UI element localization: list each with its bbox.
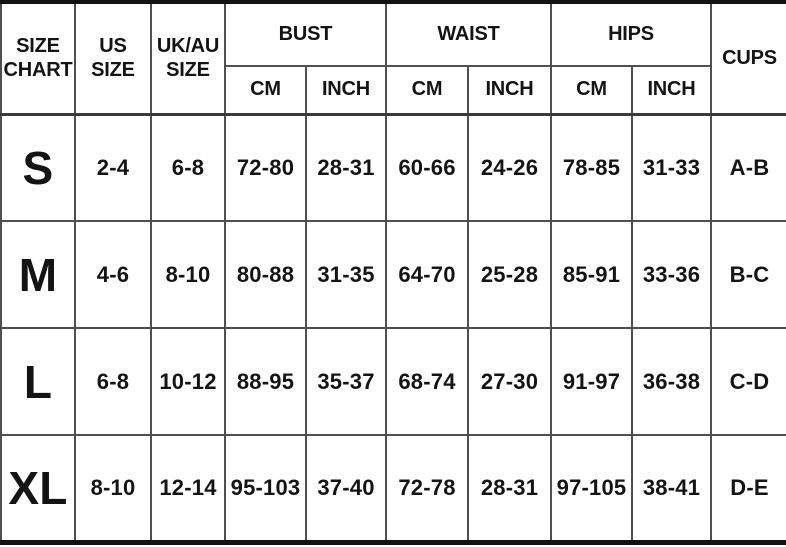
waist-inch-value: 25-28: [467, 220, 552, 330]
waist-inch-value: 28-31: [467, 434, 552, 544]
waist-inch-value: 24-26: [467, 112, 552, 223]
hips-inch-value: 36-38: [630, 327, 713, 437]
ukau-size-value: 10-12: [150, 327, 226, 437]
header-row-units: CM INCH CM INCH CM INCH: [1, 65, 786, 116]
waist-inch-value: 27-30: [467, 327, 552, 437]
cups-value: A-B: [710, 112, 786, 223]
bust-inch-value: 28-31: [305, 112, 387, 223]
header-hips: HIPS: [549, 1, 713, 67]
header-cups: CUPS: [710, 1, 786, 116]
size-row-m: M 4-6 8-10 80-88 31-35 64-70 25-28 85-91…: [0, 220, 786, 330]
hips-inch-value: 38-41: [630, 434, 713, 544]
header-hips-cm: CM: [550, 65, 633, 116]
waist-cm-value: 60-66: [385, 112, 469, 223]
header-hips-inch: INCH: [630, 65, 713, 116]
header-bust: BUST: [224, 1, 387, 67]
hips-inch-value: 33-36: [630, 220, 713, 330]
header-bust-cm: CM: [224, 65, 307, 116]
size-label: L: [0, 327, 76, 437]
hips-cm-value: 97-105: [550, 434, 633, 544]
us-size-value: 4-6: [74, 220, 152, 330]
hips-cm-value: 78-85: [550, 112, 633, 223]
size-label: M: [0, 220, 76, 330]
us-size-value: 8-10: [74, 434, 152, 544]
header-bust-inch: INCH: [305, 65, 387, 116]
waist-cm-value: 68-74: [385, 327, 469, 437]
header-ukau-size: UK/AU SIZE: [150, 1, 226, 116]
header-us-size: US SIZE: [74, 1, 152, 116]
bust-cm-value: 72-80: [224, 112, 307, 223]
waist-cm-value: 64-70: [385, 220, 469, 330]
hips-inch-value: 31-33: [630, 112, 713, 223]
ukau-size-value: 8-10: [150, 220, 226, 330]
size-row-xl: XL 8-10 12-14 95-103 37-40 72-78 28-31 9…: [0, 434, 786, 544]
header-row-main: SIZE CHART US SIZE UK/AU SIZE BUST WAIST…: [0, 1, 786, 116]
bust-cm-value: 80-88: [224, 220, 307, 330]
us-size-value: 6-8: [74, 327, 152, 437]
header-waist-inch: INCH: [467, 65, 552, 116]
size-row-s: S 2-4 6-8 72-80 28-31 60-66 24-26 78-85 …: [0, 112, 786, 223]
bust-inch-value: 35-37: [305, 327, 387, 437]
size-row-l: L 6-8 10-12 88-95 35-37 68-74 27-30 91-9…: [0, 327, 786, 437]
cups-value: B-C: [710, 220, 786, 330]
ukau-size-value: 12-14: [150, 434, 226, 544]
cups-value: C-D: [710, 327, 786, 437]
size-label: XL: [0, 434, 76, 544]
us-size-value: 2-4: [74, 112, 152, 223]
ukau-size-value: 6-8: [150, 112, 226, 223]
header-waist: WAIST: [385, 1, 552, 67]
waist-cm-value: 72-78: [385, 434, 469, 544]
cups-value: D-E: [710, 434, 786, 544]
bust-inch-value: 37-40: [305, 434, 387, 544]
size-label: S: [0, 112, 76, 223]
header-waist-cm: CM: [385, 65, 469, 116]
bust-inch-value: 31-35: [305, 220, 387, 330]
bust-cm-value: 95-103: [224, 434, 307, 544]
header-size-chart: SIZE CHART: [0, 1, 76, 116]
hips-cm-value: 91-97: [550, 327, 633, 437]
bust-cm-value: 88-95: [224, 327, 307, 437]
hips-cm-value: 85-91: [550, 220, 633, 330]
